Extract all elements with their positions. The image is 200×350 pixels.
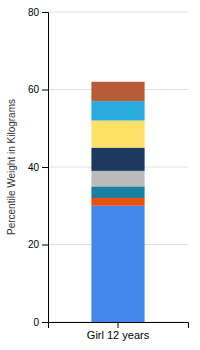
tick: 40 (28, 162, 48, 173)
bar-segment (91, 121, 144, 148)
axis-line (49, 323, 189, 329)
tick-mark (118, 322, 119, 328)
tick-label: 20 (28, 239, 40, 250)
plot: 0 20 40 60 80 Girl 12 years (28, 7, 189, 341)
tick: 80 (28, 7, 48, 18)
bar-segment (91, 101, 144, 120)
tick: 20 (28, 239, 48, 250)
grid (48, 12, 188, 322)
tick-mark (42, 322, 48, 323)
bar-segment (91, 198, 144, 206)
bar-segment (91, 206, 144, 322)
tick-label: 40 (28, 162, 40, 173)
bar-segment (91, 148, 144, 171)
y-axis: 0 20 40 60 80 (28, 7, 49, 328)
tick: 0 (33, 317, 48, 328)
axis-line (42, 13, 49, 323)
tick-mark (42, 245, 48, 246)
bar-segment (91, 82, 144, 101)
bar-segment (91, 186, 144, 198)
tick-label: 60 (28, 84, 40, 95)
tick-label: 80 (28, 7, 40, 18)
y-axis-title: Percentile Weight in Kilograms (6, 99, 17, 235)
tick-label: 0 (33, 317, 39, 328)
x-axis: Girl 12 years (49, 322, 189, 341)
grid-line (48, 12, 188, 13)
bar-segment (91, 171, 144, 187)
chart: 0 20 40 60 80 Girl 12 years Percentile Weight … (0, 0, 200, 350)
tick-mark (42, 167, 48, 168)
tick-mark (42, 12, 48, 13)
tick-mark (42, 90, 48, 91)
tick: Girl 12 years (87, 322, 150, 341)
tick-label: Girl 12 years (87, 329, 150, 341)
bars (91, 82, 144, 322)
tick: 60 (28, 84, 48, 95)
